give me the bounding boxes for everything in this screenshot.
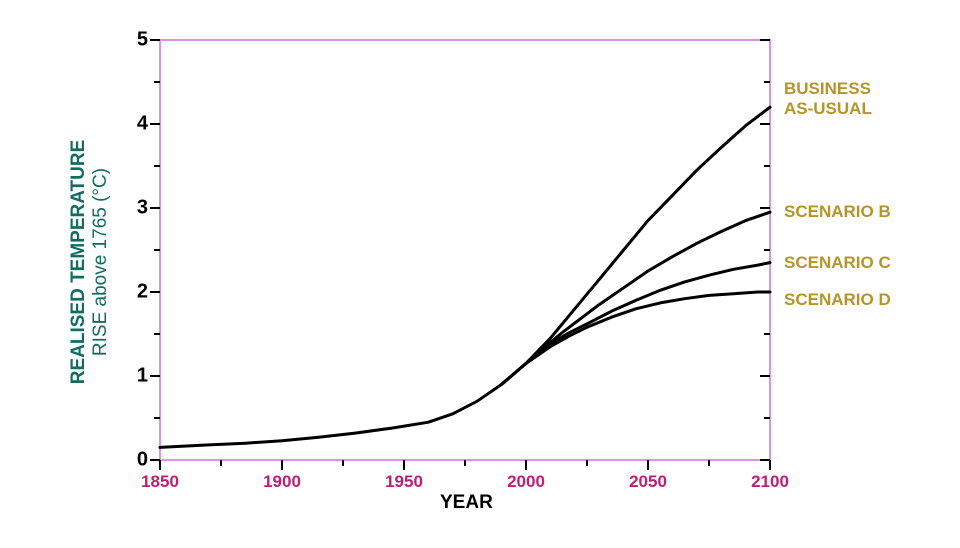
x-tick-label: 1900	[263, 472, 301, 492]
series-label-3: SCENARIO D	[784, 290, 891, 310]
x-tick-label: 1950	[385, 472, 423, 492]
y-tick-label: 2	[128, 281, 148, 304]
y-tick-label: 4	[128, 113, 148, 136]
series-label-0: BUSINESS AS-USUAL	[784, 79, 872, 118]
series-label-2: SCENARIO C	[784, 253, 891, 273]
y-tick-label: 5	[128, 29, 148, 52]
y-tick-label: 3	[128, 197, 148, 220]
x-tick-label: 2050	[629, 472, 667, 492]
series-line-3	[502, 292, 770, 384]
temperature-scenarios-chart: REALISED TEMPERATURE RISE above 1765 (°C…	[0, 0, 960, 548]
y-tick-label: 0	[128, 449, 148, 472]
series-label-1: SCENARIO B	[784, 202, 891, 222]
x-tick-label: 1850	[141, 472, 179, 492]
x-tick-label: 2100	[751, 472, 789, 492]
series-line-1	[502, 212, 770, 384]
series-line-0	[160, 107, 770, 447]
y-tick-label: 1	[128, 365, 148, 388]
x-tick-label: 2000	[507, 472, 545, 492]
